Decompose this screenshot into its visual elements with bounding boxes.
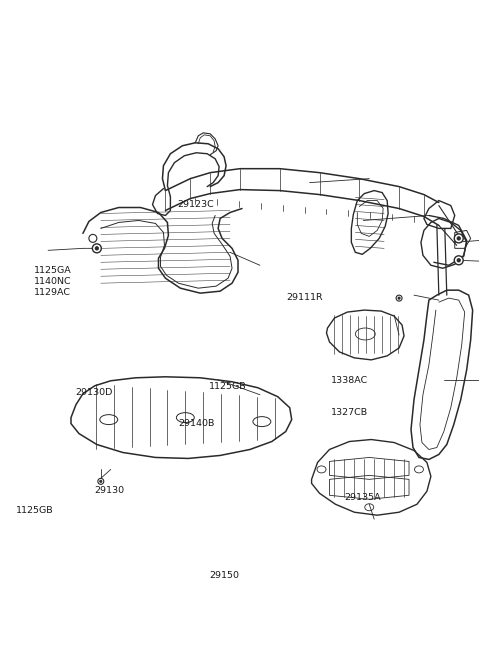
Circle shape [396, 295, 402, 301]
Circle shape [398, 297, 400, 300]
Circle shape [457, 258, 460, 262]
Circle shape [95, 246, 98, 250]
Ellipse shape [355, 328, 375, 340]
Ellipse shape [415, 466, 423, 473]
Circle shape [457, 237, 460, 240]
Text: 1125GB: 1125GB [16, 506, 53, 515]
Text: 1327CB: 1327CB [331, 408, 368, 417]
Ellipse shape [253, 417, 271, 426]
Circle shape [100, 480, 102, 482]
Ellipse shape [365, 504, 374, 510]
Text: 29150: 29150 [209, 572, 239, 580]
Ellipse shape [176, 413, 194, 422]
Text: 1140NC: 1140NC [34, 277, 72, 286]
Text: 29135A: 29135A [344, 493, 381, 502]
Text: 1125GB: 1125GB [209, 382, 247, 390]
Text: 1125GA: 1125GA [34, 266, 72, 275]
Circle shape [454, 256, 463, 265]
Ellipse shape [100, 415, 118, 424]
Circle shape [89, 235, 97, 242]
Text: 1338AC: 1338AC [331, 376, 368, 386]
Text: 29123C: 29123C [177, 200, 214, 209]
Text: 29130D: 29130D [75, 388, 113, 397]
Text: 29111R: 29111R [287, 292, 324, 302]
Circle shape [454, 234, 463, 243]
Text: 29130: 29130 [95, 486, 125, 495]
Ellipse shape [317, 466, 326, 473]
Text: 29140B: 29140B [178, 419, 215, 428]
Circle shape [98, 478, 104, 484]
Text: 1129AC: 1129AC [34, 288, 71, 297]
Circle shape [92, 244, 101, 253]
